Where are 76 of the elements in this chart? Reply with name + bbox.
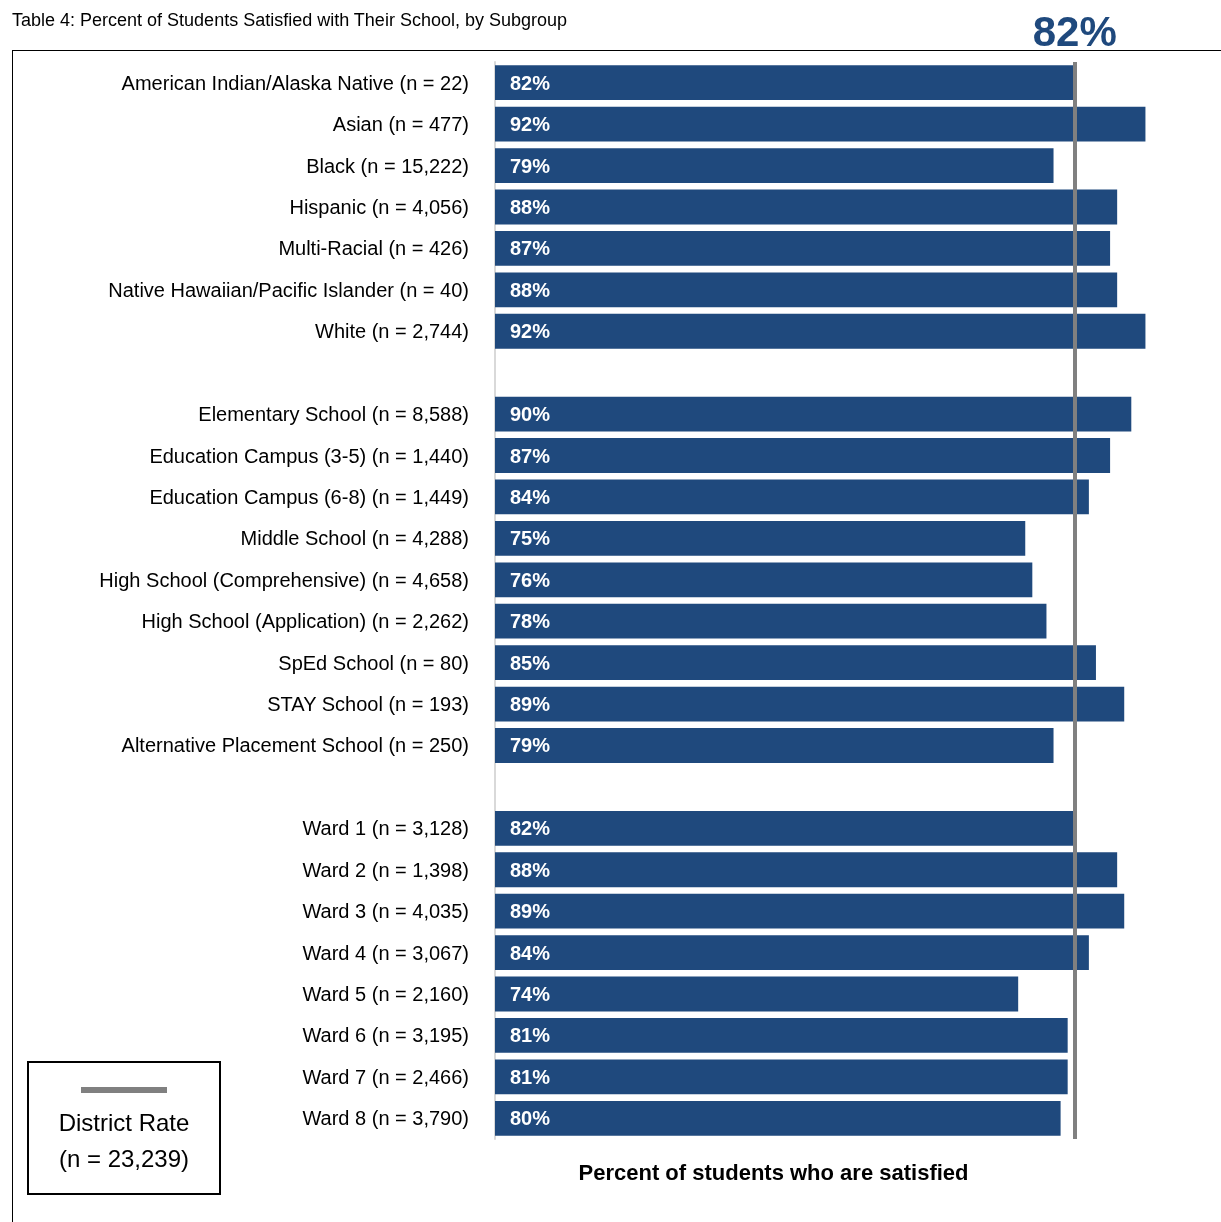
data-label: 92% [510, 113, 551, 136]
bar [495, 686, 1125, 722]
data-label: 82% [510, 71, 551, 94]
bar [495, 520, 1026, 556]
y-tick-label: White (n = 2,744) [315, 320, 469, 343]
y-tick-label: Education Campus (3-5) (n = 1,440) [149, 444, 469, 467]
y-tick-label: STAY School (n = 193) [267, 693, 469, 716]
y-tick-label: Ward 6 (n = 3,195) [302, 1024, 469, 1047]
y-tick-label: Black (n = 15,222) [306, 154, 469, 177]
y-tick-label: Multi-Racial (n = 426) [278, 237, 469, 260]
bar [495, 893, 1125, 929]
data-label: 88% [510, 195, 551, 218]
bar [495, 148, 1054, 183]
y-tick-label: American Indian/Alaska Native (n = 22) [121, 71, 469, 94]
bar [495, 272, 1118, 308]
bar [495, 396, 1132, 432]
bar [495, 852, 1118, 888]
y-tick-label: High School (Comprehensive) (n = 4,658) [99, 568, 469, 591]
bar [495, 438, 1111, 473]
bar [495, 106, 1146, 142]
data-label: 84% [510, 485, 551, 508]
y-tick-label: SpEd School (n = 80) [278, 651, 469, 674]
y-tick-label: Asian (n = 477) [332, 113, 469, 136]
data-label: 80% [510, 1107, 551, 1130]
data-label: 75% [510, 527, 551, 550]
data-label: 89% [510, 693, 551, 716]
data-label: 78% [510, 610, 551, 633]
y-tick-label: High School (Application) (n = 2,262) [141, 610, 469, 633]
bar [495, 189, 1118, 225]
y-tick-label: Alternative Placement School (n = 250) [121, 734, 469, 757]
bar [495, 479, 1089, 515]
y-tick-label: Ward 1 (n = 3,128) [302, 817, 469, 840]
data-label: 87% [510, 237, 551, 260]
y-tick-label: Ward 5 (n = 2,160) [302, 983, 469, 1006]
data-label: 85% [510, 651, 551, 674]
bar [495, 1100, 1061, 1136]
data-label: 90% [510, 403, 551, 426]
data-label: 87% [510, 444, 551, 467]
bar [495, 313, 1146, 349]
data-label: 92% [510, 320, 551, 343]
data-label: 81% [510, 1024, 551, 1047]
y-tick-label: Education Campus (6-8) (n = 1,449) [149, 485, 469, 508]
x-axis-title: Percent of students who are satisfied [578, 1159, 969, 1185]
data-label: 74% [510, 983, 551, 1006]
data-label: 79% [510, 734, 551, 757]
data-label: 81% [510, 1065, 551, 1088]
key-box: District Rate (n = 23,239) [27, 1061, 221, 1195]
data-label: 84% [510, 941, 551, 964]
bar [495, 935, 1089, 970]
data-label: 79% [510, 154, 551, 177]
y-tick-label: Middle School (n = 4,288) [240, 527, 469, 550]
y-tick-label: Ward 4 (n = 3,067) [302, 941, 469, 964]
data-label: 88% [510, 278, 551, 301]
y-tick-label: Ward 8 (n = 3,790) [302, 1107, 469, 1130]
bar [495, 645, 1096, 681]
y-tick-label: Hispanic (n = 4,056) [289, 195, 469, 218]
y-tick-label: Ward 3 (n = 4,035) [302, 900, 469, 923]
data-label: 88% [510, 858, 551, 881]
bar [495, 976, 1019, 1012]
y-tick-label: Elementary School (n = 8,588) [198, 403, 469, 426]
data-label: 89% [510, 900, 551, 923]
bar [495, 65, 1075, 101]
bar [495, 1059, 1068, 1095]
bar [495, 603, 1047, 639]
data-label: 76% [510, 568, 551, 591]
text: Table 4: Percent of Students Satisfied with Their School, by Subgroup [12, 10, 567, 31]
bar [495, 1018, 1068, 1053]
bar [495, 231, 1111, 266]
bar [495, 728, 1054, 763]
y-tick-label: Native Hawaiian/Pacific Islander (n = 40) [108, 278, 469, 301]
ref-line-label: 82% [1032, 7, 1117, 55]
y-tick-label: Ward 2 (n = 1,398) [302, 858, 469, 881]
data-label: 82% [510, 817, 551, 840]
bar [495, 562, 1033, 598]
y-tick-label: Ward 7 (n = 2,466) [302, 1065, 469, 1088]
bar [495, 810, 1075, 846]
